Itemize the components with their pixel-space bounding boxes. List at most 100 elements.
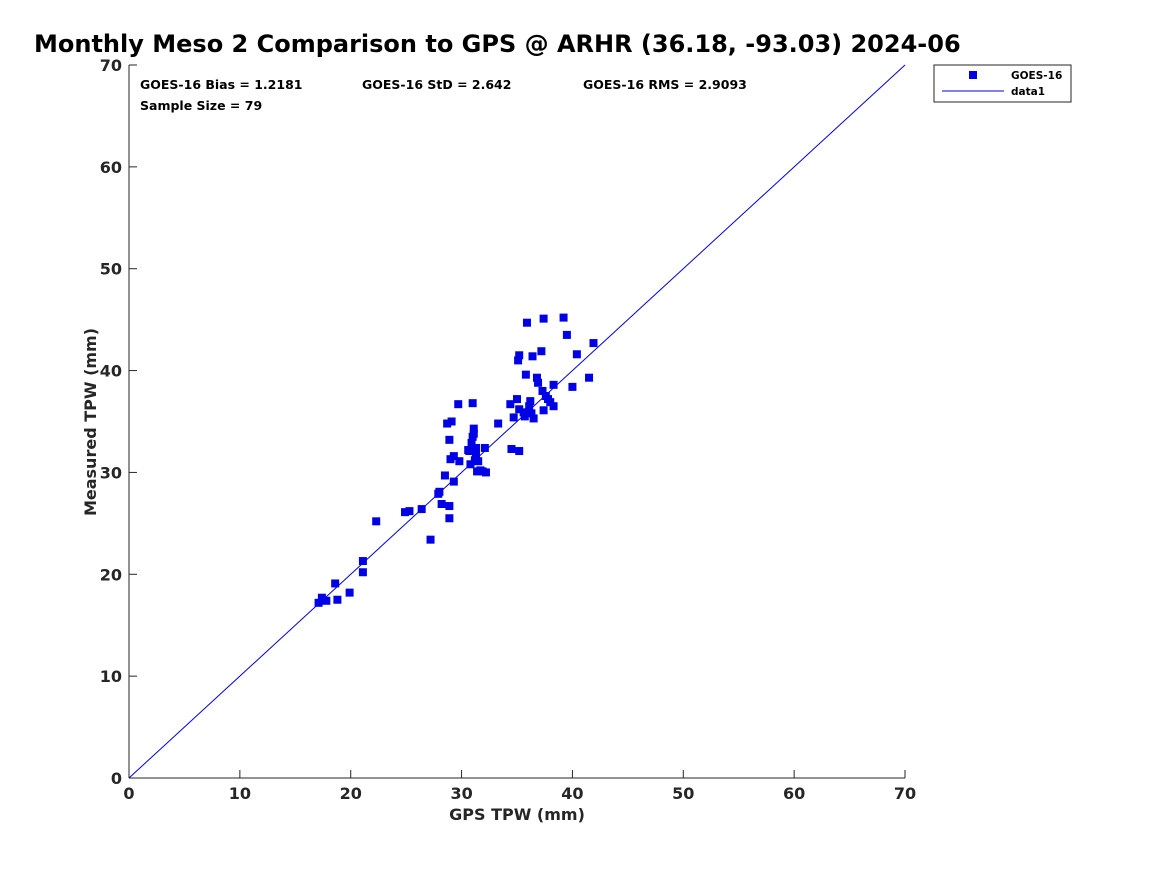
data-point — [519, 408, 528, 417]
y-tick-label: 30 — [100, 463, 122, 482]
data-point — [443, 419, 452, 428]
data-point — [445, 435, 454, 444]
data-point — [521, 370, 530, 379]
legend-marker-goes16 — [969, 71, 977, 79]
y-axis-label: Measured TPW (mm) — [81, 328, 100, 516]
data-point — [426, 535, 435, 544]
data-point — [480, 443, 489, 452]
data-point — [449, 477, 458, 486]
data-point — [520, 412, 529, 421]
data-point — [525, 402, 534, 411]
data-point — [509, 413, 518, 422]
x-tick-label: 50 — [672, 784, 694, 803]
data-point — [534, 378, 543, 387]
x-tick-label: 70 — [894, 784, 916, 803]
bias-annotation: GOES-16 Bias = 1.2181 — [140, 77, 302, 92]
data-point — [507, 445, 516, 454]
data-point — [537, 347, 546, 356]
y-tick-label: 20 — [100, 565, 122, 584]
data-point — [333, 595, 342, 604]
data-point — [549, 402, 558, 411]
data-point — [515, 351, 524, 360]
data-point — [440, 471, 449, 480]
data-point — [358, 568, 367, 577]
y-tick-label: 40 — [100, 362, 122, 381]
data-point — [515, 447, 524, 456]
data-point — [447, 417, 456, 426]
x-tick-label: 0 — [123, 784, 134, 803]
plot-area: 0 10 20 30 40 50 60 70 0 10 20 30 40 50 60 70 — [100, 56, 916, 803]
data-point — [506, 400, 515, 409]
data-point — [449, 452, 458, 461]
x-tick-label: 20 — [340, 784, 362, 803]
legend-label-data1: data1 — [1011, 86, 1045, 98]
data-point — [454, 400, 463, 409]
data-point — [539, 314, 548, 323]
x-tick-label: 10 — [229, 784, 251, 803]
rms-annotation: GOES-16 RMS = 2.9093 — [583, 77, 747, 92]
x-tick-label: 60 — [783, 784, 805, 803]
data-point — [358, 557, 367, 566]
data-point — [474, 457, 483, 466]
data-point — [405, 507, 414, 516]
data-point — [469, 429, 478, 438]
legend-label-goes16: GOES-16 — [1011, 70, 1062, 82]
data-point — [526, 397, 535, 406]
data-point — [568, 382, 577, 391]
data-point — [514, 356, 523, 365]
data-point — [445, 514, 454, 523]
data-point — [468, 399, 477, 408]
data-point — [522, 318, 531, 327]
data-point — [464, 446, 473, 455]
sample-size-annotation: Sample Size = 79 — [140, 98, 262, 113]
data-point — [331, 579, 340, 588]
data-point — [345, 588, 354, 597]
data-point — [372, 517, 381, 526]
y-tick-label: 0 — [111, 769, 122, 788]
data-point — [559, 313, 568, 322]
data-point — [539, 406, 548, 415]
y-tick-label: 70 — [100, 56, 122, 75]
data-point — [515, 405, 524, 414]
x-axis-label: GPS TPW (mm) — [449, 805, 585, 824]
data-point — [527, 409, 536, 418]
y-tick-label: 10 — [100, 667, 122, 686]
legend: GOES-16 data1 — [933, 64, 1072, 103]
data-point — [562, 330, 571, 339]
data-point — [513, 395, 521, 404]
data-point — [455, 457, 464, 466]
legend-box — [933, 64, 1072, 103]
data-point — [544, 395, 553, 404]
data-point — [471, 451, 480, 460]
data-point — [314, 598, 323, 607]
data-point — [437, 500, 446, 509]
data-point — [589, 339, 598, 348]
data-point — [467, 438, 476, 447]
data-point — [471, 443, 480, 452]
data-point — [445, 502, 454, 511]
data-point — [529, 414, 538, 423]
data-point — [572, 350, 581, 359]
data-point — [417, 505, 426, 514]
data-point — [466, 460, 475, 469]
std-annotation: GOES-16 StD = 2.642 — [362, 77, 511, 92]
data-point — [317, 593, 326, 602]
data-point — [549, 380, 558, 389]
data-point — [585, 373, 594, 382]
x-tick-label: 40 — [561, 784, 583, 803]
y-tick-label: 50 — [100, 260, 122, 279]
data-point — [401, 508, 410, 517]
y-tick-label: 60 — [100, 158, 122, 177]
chart-title: Monthly Meso 2 Comparison to GPS @ ARHR … — [34, 30, 961, 58]
data-point — [322, 596, 331, 605]
data-point — [435, 487, 444, 496]
data-point — [478, 467, 487, 476]
data-point — [532, 373, 541, 382]
x-tick-label: 30 — [450, 784, 472, 803]
data-point — [469, 424, 478, 433]
data-point — [538, 386, 547, 395]
series-line-data1 — [128, 64, 906, 779]
data-point — [528, 352, 537, 361]
